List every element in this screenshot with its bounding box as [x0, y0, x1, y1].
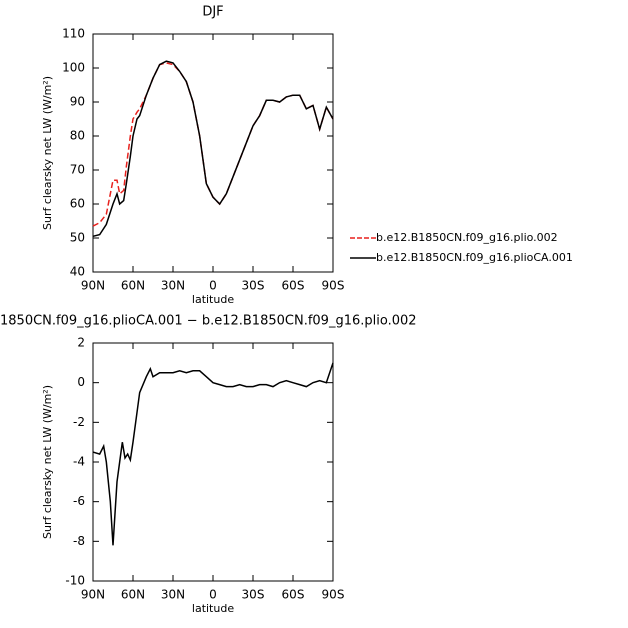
- x-tick-label: 30N: [161, 279, 185, 293]
- data-line: [92, 362, 334, 546]
- data-line: [92, 60, 334, 238]
- y-tick-label: 40: [70, 265, 85, 279]
- y-tick-label: 0: [77, 375, 85, 389]
- legend-label: b.e12.B1850CN.f09_g16.plioCA.001: [376, 251, 573, 264]
- x-tick-label: 30N: [161, 588, 185, 602]
- plot-frame: [92, 33, 334, 273]
- plot-frame: [92, 342, 334, 582]
- y-tick-label: -6: [73, 494, 85, 508]
- x-tick-label: 30S: [242, 279, 265, 293]
- x-tick-label: 60N: [121, 279, 145, 293]
- y-tick-label: 70: [70, 163, 85, 177]
- x-tick-label: 0: [209, 588, 217, 602]
- x-tick-label: 0: [209, 279, 217, 293]
- y-tick-label: 60: [70, 197, 85, 211]
- y-tick-label: 80: [70, 129, 85, 143]
- x-tick-label: 60S: [282, 279, 305, 293]
- y-tick-label: 90: [70, 95, 85, 109]
- x-axis-label: latitude: [192, 293, 234, 306]
- y-axis-label: Surf clearsky net LW (W/m²): [41, 76, 54, 230]
- y-tick-label: -10: [65, 574, 85, 588]
- y-tick-label: 2: [77, 336, 85, 350]
- x-tick-label: 60N: [121, 588, 145, 602]
- y-tick-label: -4: [73, 455, 85, 469]
- chart-title: DJF: [202, 5, 223, 20]
- x-tick-label: 90N: [81, 588, 105, 602]
- x-tick-label: 90S: [322, 588, 345, 602]
- y-tick-label: -8: [73, 534, 85, 548]
- legend-label: b.e12.B1850CN.f09_g16.plio.002: [376, 231, 558, 244]
- y-tick-label: 110: [62, 27, 85, 41]
- x-tick-label: 60S: [282, 588, 305, 602]
- data-line: [92, 62, 334, 227]
- y-tick-label: 100: [62, 61, 85, 75]
- y-tick-label: -2: [73, 415, 85, 429]
- x-axis-label: latitude: [192, 602, 234, 615]
- x-tick-label: 90N: [81, 279, 105, 293]
- x-tick-label: 90S: [322, 279, 345, 293]
- x-tick-label: 30S: [242, 588, 265, 602]
- y-tick-label: 50: [70, 231, 85, 245]
- y-axis-label: Surf clearsky net LW (W/m²): [41, 385, 54, 539]
- chart-title: 1850CN.f09_g16.plioCA.001 − b.e12.B1850C…: [0, 314, 417, 329]
